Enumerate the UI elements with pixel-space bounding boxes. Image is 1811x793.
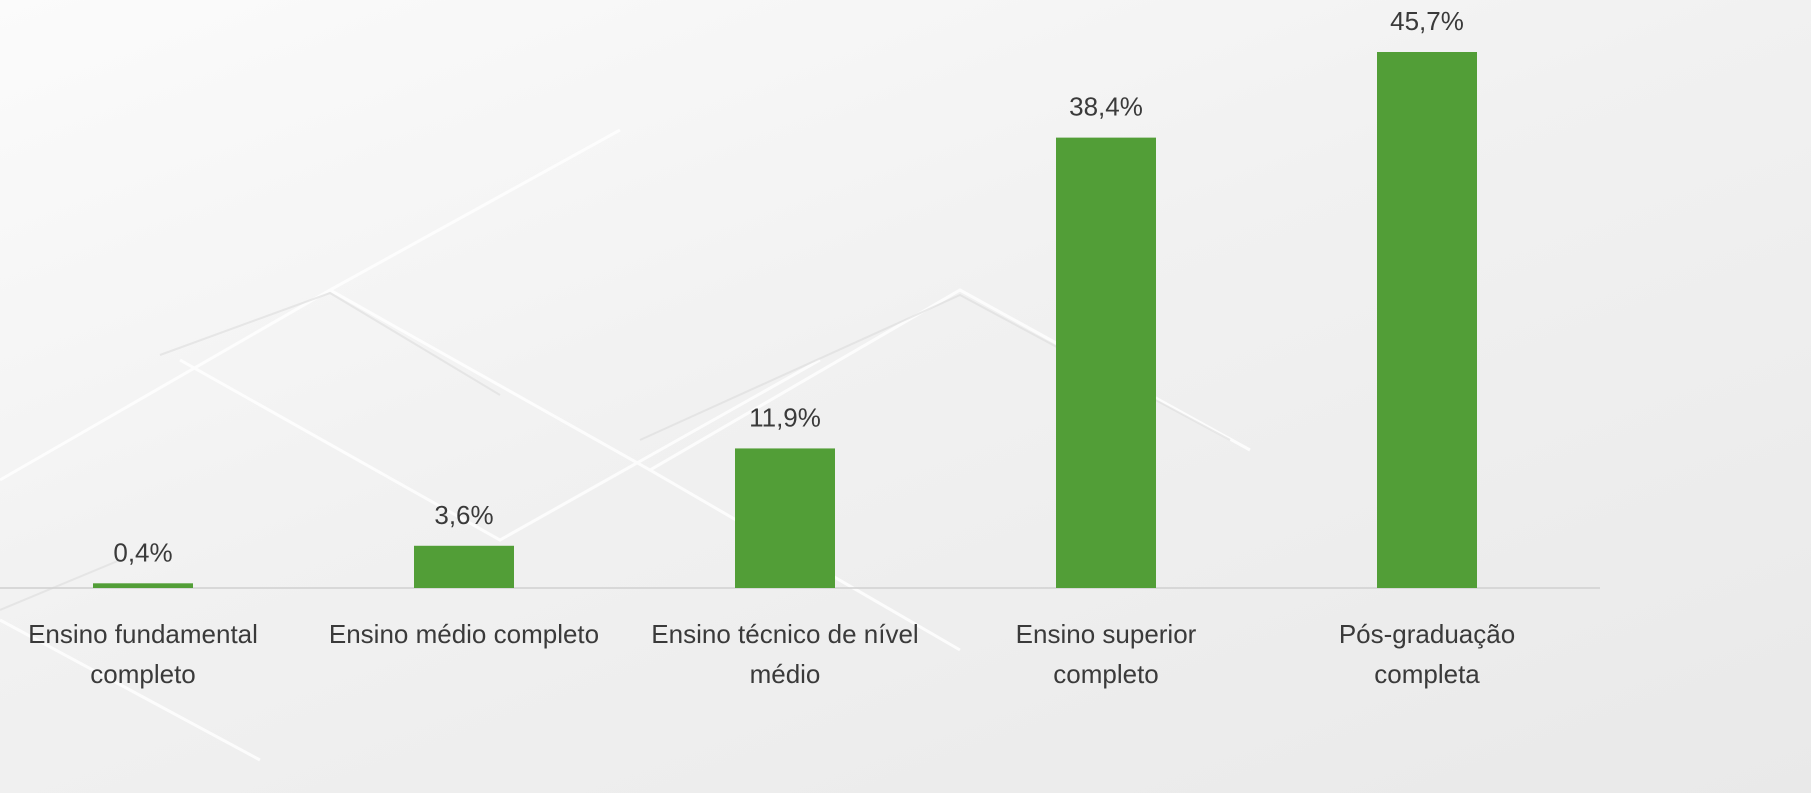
- x-tick-label: Ensino técnico de nível médio: [651, 619, 919, 689]
- value-label: 38,4%: [1069, 92, 1143, 122]
- x-tick-label: Ensino superior completo: [1015, 619, 1197, 689]
- bar: [93, 583, 193, 588]
- value-label: 0,4%: [113, 537, 172, 567]
- x-tick-label: Ensino médio completo: [328, 619, 600, 649]
- x-tick-label: Ensino fundamental completo: [28, 619, 258, 689]
- bar: [1056, 137, 1156, 588]
- value-label: 3,6%: [434, 500, 493, 530]
- background-pattern: [0, 128, 1251, 762]
- value-label: 11,9%: [749, 402, 821, 432]
- x-tick-label: Pós-graduação completa: [1338, 619, 1516, 689]
- bar: [735, 448, 835, 588]
- bar: [1377, 52, 1477, 588]
- value-label: 45,7%: [1390, 6, 1464, 36]
- bar: [414, 545, 514, 588]
